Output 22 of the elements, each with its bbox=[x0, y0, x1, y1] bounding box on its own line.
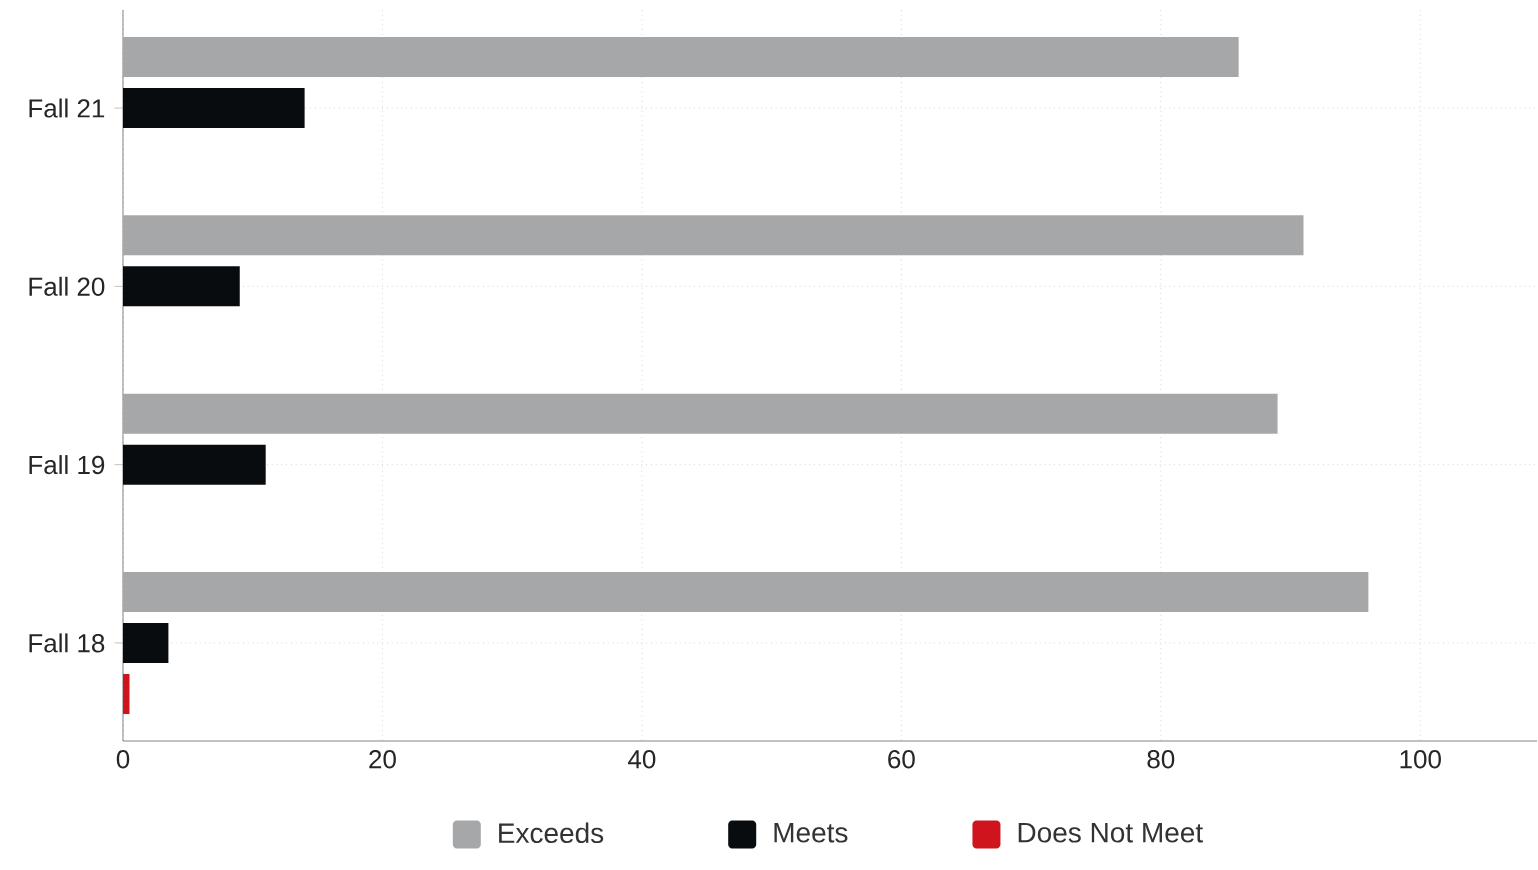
y-tick-label: Fall 18 bbox=[29, 633, 105, 653]
x-tick-label: 100 bbox=[1400, 750, 1441, 769]
bar bbox=[123, 571, 1369, 612]
bar bbox=[123, 673, 130, 714]
y-tick-label: Fall 20 bbox=[29, 276, 105, 296]
bar bbox=[123, 215, 1304, 256]
legend-label: Meets bbox=[774, 823, 848, 843]
x-tick-label: 60 bbox=[888, 750, 915, 769]
x-tick-label: 80 bbox=[1147, 750, 1175, 769]
bar bbox=[123, 266, 240, 307]
bar bbox=[123, 88, 305, 129]
y-tick-label: Fall 19 bbox=[29, 455, 105, 475]
bar bbox=[123, 37, 1239, 78]
legend-label: Does Not Meet bbox=[1018, 823, 1203, 843]
bar bbox=[123, 393, 1278, 434]
x-tick-label: 0 bbox=[116, 750, 130, 769]
bar bbox=[123, 622, 169, 663]
legend-label: Exceeds bbox=[499, 822, 604, 844]
y-tick-label: Fall 21 bbox=[29, 98, 105, 118]
bar bbox=[123, 444, 266, 485]
x-tick-label: 20 bbox=[369, 750, 396, 769]
x-tick-label: 40 bbox=[628, 750, 656, 769]
